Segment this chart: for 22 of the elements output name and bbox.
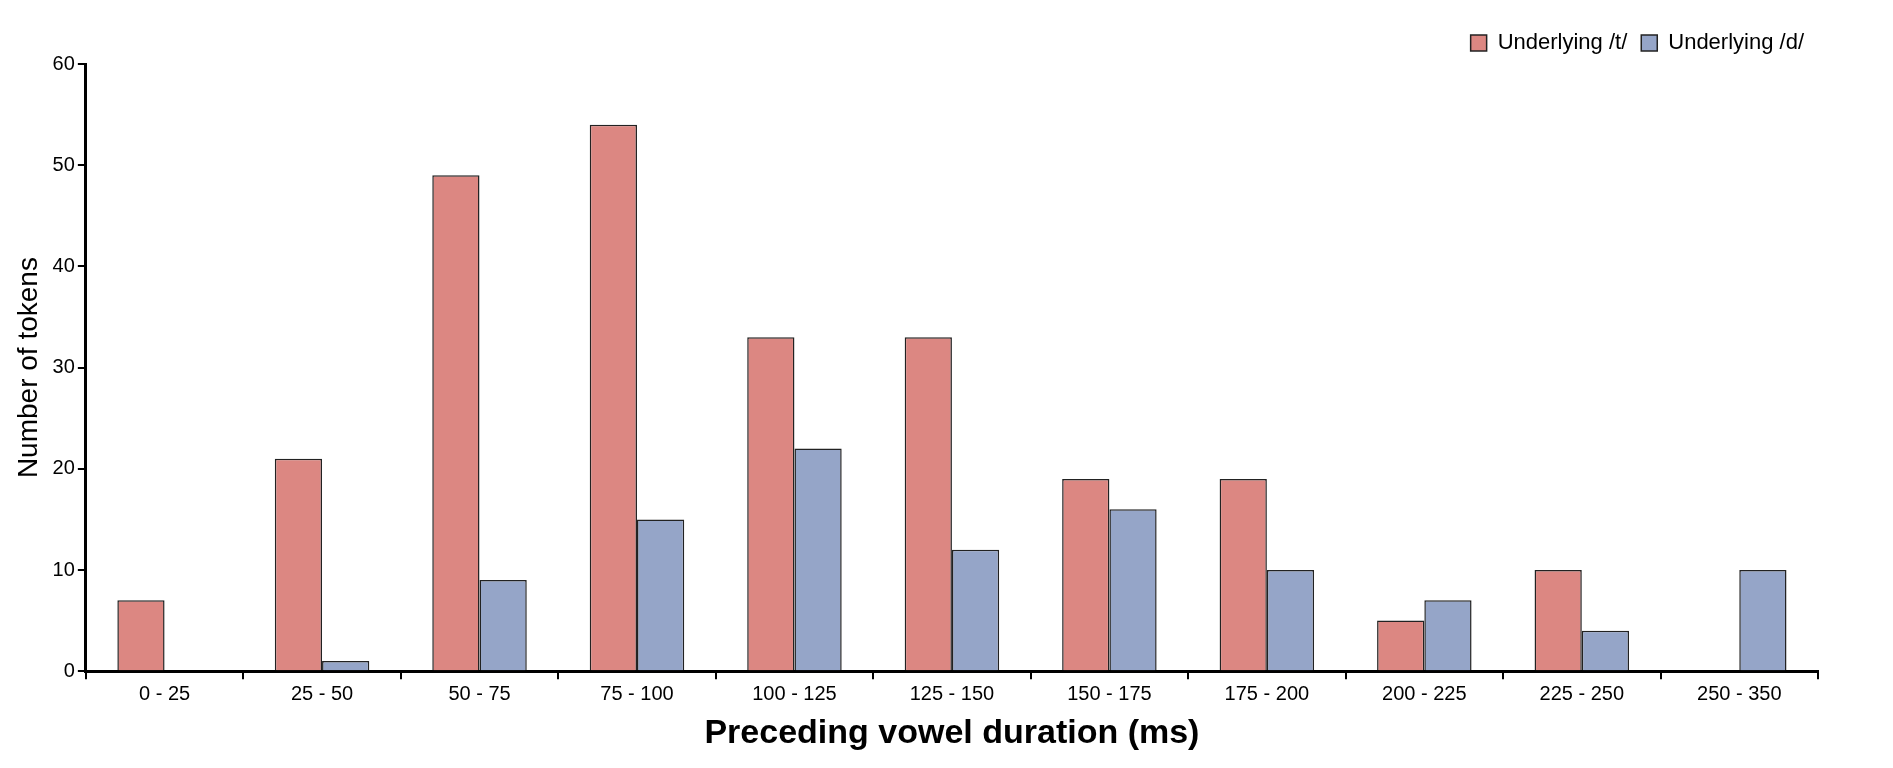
x-tick-label: 100 - 125 [752,681,837,704]
y-tick-label: 60 [52,51,75,74]
x-tick-label: 175 - 200 [1224,681,1310,704]
y-tick-label: 30 [52,355,75,378]
y-tick-label: 50 [52,152,75,175]
y-axis-title: Number of tokens [11,257,43,479]
x-tick-label: 25 - 50 [290,681,354,704]
x-tick-label: 250 - 350 [1697,681,1782,704]
x-axis-title: Preceding vowel duration (ms) [704,711,1200,750]
y-tick-label: 20 [52,456,75,479]
legend-label: Underlying /d/ [1668,29,1805,55]
x-tick-label: 200 - 225 [1382,681,1467,704]
y-tick-label: 10 [52,557,75,580]
y-tick-label: 0 [63,658,75,681]
x-tick-label: 125 - 150 [909,681,995,704]
x-tick-label: 150 - 175 [1067,681,1152,704]
y-tick-label: 40 [52,253,75,276]
x-tick-label: 225 - 250 [1539,681,1625,704]
legend-label: Underlying /t/ [1497,29,1629,55]
x-tick-label: 50 - 75 [448,681,511,704]
x-tick-label: 75 - 100 [600,681,674,704]
x-tick-label: 0 - 25 [139,681,191,704]
